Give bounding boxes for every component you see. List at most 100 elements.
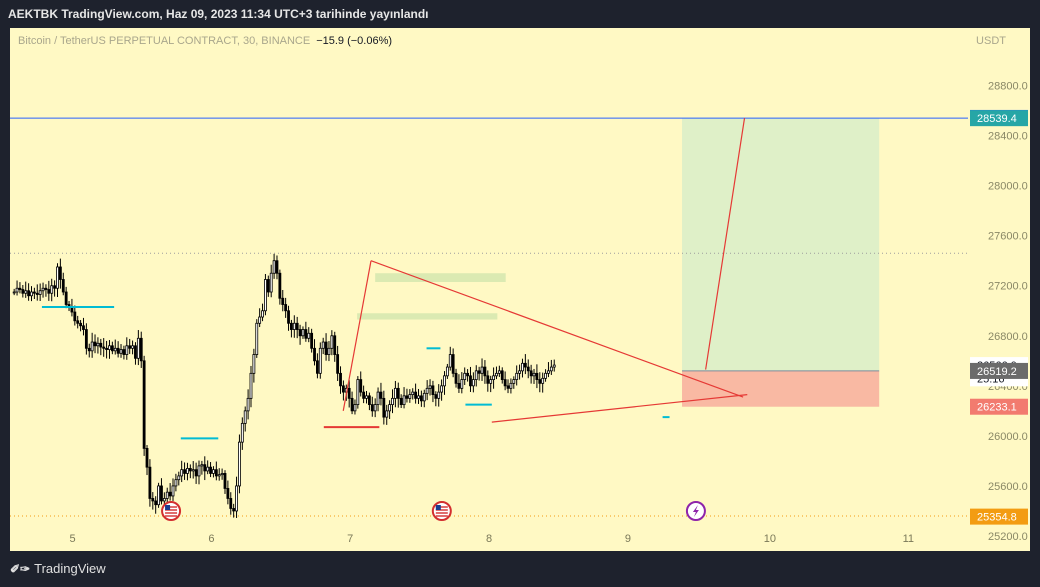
x-tick-label: 11 xyxy=(903,533,914,545)
candle-body xyxy=(238,441,241,487)
candle-body xyxy=(388,404,392,412)
candle-body xyxy=(457,382,461,389)
candle-body xyxy=(532,372,536,377)
candle-body xyxy=(165,491,169,499)
candle-body xyxy=(492,375,495,380)
candle-body xyxy=(87,347,91,352)
chart-canvas[interactable]: 25200.025600.026000.026400.026800.027200… xyxy=(10,28,1030,551)
candle-body xyxy=(99,342,103,348)
candle-body xyxy=(512,379,516,384)
candle-body xyxy=(284,304,288,312)
candle-body xyxy=(272,260,276,274)
candle-body xyxy=(393,387,397,399)
candle-body xyxy=(313,347,316,362)
candle-body xyxy=(53,285,57,289)
candle-body xyxy=(151,498,155,502)
candle-body xyxy=(408,394,412,399)
loss-zone xyxy=(682,370,880,407)
candle-body xyxy=(301,329,305,337)
candle-body xyxy=(425,387,429,394)
candle-body xyxy=(367,395,371,406)
candle-body xyxy=(180,469,184,477)
candle-body xyxy=(336,354,340,374)
candle-body xyxy=(203,464,207,472)
candle-body xyxy=(443,375,446,387)
candle-body xyxy=(35,292,39,295)
candle-body xyxy=(362,391,366,399)
candle-body xyxy=(518,370,521,374)
candle-body xyxy=(220,473,224,476)
symbol-legend: Bitcoin / TetherUS PERPETUAL CONTRACT, 3… xyxy=(18,35,392,47)
candle-body xyxy=(162,498,166,502)
candle-body xyxy=(18,287,22,290)
plot-area xyxy=(10,117,968,521)
candle-body xyxy=(463,372,467,380)
candle-body xyxy=(506,385,510,389)
footer: ✐✑ TradingView xyxy=(0,555,1040,587)
candle-body xyxy=(186,468,189,474)
candle-body xyxy=(500,370,504,380)
candle-body xyxy=(131,345,134,349)
candle-body xyxy=(399,397,403,406)
impulse-line xyxy=(342,260,372,411)
candle-body xyxy=(402,395,406,406)
candle-body xyxy=(214,469,218,477)
chart-pane[interactable]: 25200.0 25600.0 26000.0 26400.0 26800.0 27200… xyxy=(10,28,1030,551)
price-badge-label: 28539.4 xyxy=(977,113,1017,125)
candle-body xyxy=(549,366,553,372)
candle-body xyxy=(428,385,432,389)
candle-body xyxy=(471,379,475,387)
price-badge-label: 26233.1 xyxy=(977,402,1017,414)
candle-body xyxy=(154,500,158,506)
candle-body xyxy=(264,279,267,312)
supply-zone xyxy=(375,273,506,282)
candle-body xyxy=(21,289,25,294)
candle-body xyxy=(226,488,230,499)
y-tick-label: 27200.0 xyxy=(988,281,1028,293)
currency-label[interactable]: USDT xyxy=(976,35,1006,47)
candle-body xyxy=(316,360,319,374)
candle-body xyxy=(255,322,259,355)
candle-body xyxy=(310,332,314,349)
candle-body xyxy=(188,468,192,472)
candle-body xyxy=(292,322,296,330)
candle-body xyxy=(266,279,270,293)
candle-body xyxy=(437,391,441,399)
price-badge-label: 26519.2 xyxy=(977,366,1017,378)
supply-zone xyxy=(357,313,498,320)
candle-body xyxy=(324,341,328,355)
candle-body xyxy=(58,266,62,280)
candle-body xyxy=(327,347,331,355)
candle-body xyxy=(30,291,33,297)
price-badge xyxy=(970,508,1028,525)
candle-body xyxy=(391,397,394,406)
candle-body xyxy=(373,404,377,412)
candle-body xyxy=(105,347,108,350)
candle-body xyxy=(212,469,215,474)
candle-body xyxy=(495,372,498,377)
triangle-lower-line xyxy=(491,394,748,423)
candle-body xyxy=(243,410,247,424)
x-tick-label: 8 xyxy=(486,533,492,545)
brand-name: TradingView xyxy=(34,561,106,576)
candle-body xyxy=(142,360,146,449)
candle-body xyxy=(38,290,42,295)
candle-body xyxy=(240,422,244,443)
candle-body xyxy=(460,379,464,389)
candle-body xyxy=(483,366,487,377)
candle-body xyxy=(304,329,308,339)
tradingview-logo-icon[interactable]: ✐✑ xyxy=(10,562,31,576)
candle-body xyxy=(333,335,337,355)
candle-body xyxy=(24,290,28,294)
candle-body xyxy=(125,345,129,355)
y-axis: 25200.025600.026000.026400.026800.027200… xyxy=(970,81,1028,543)
flag-canton xyxy=(435,505,441,510)
candle-body xyxy=(411,391,415,396)
candle-body xyxy=(347,387,351,399)
candle-body xyxy=(419,395,423,402)
candle-body xyxy=(84,329,88,349)
candle-body xyxy=(116,347,120,354)
candle-body xyxy=(119,349,123,354)
candle-body xyxy=(521,362,524,372)
candle-body xyxy=(261,310,264,318)
